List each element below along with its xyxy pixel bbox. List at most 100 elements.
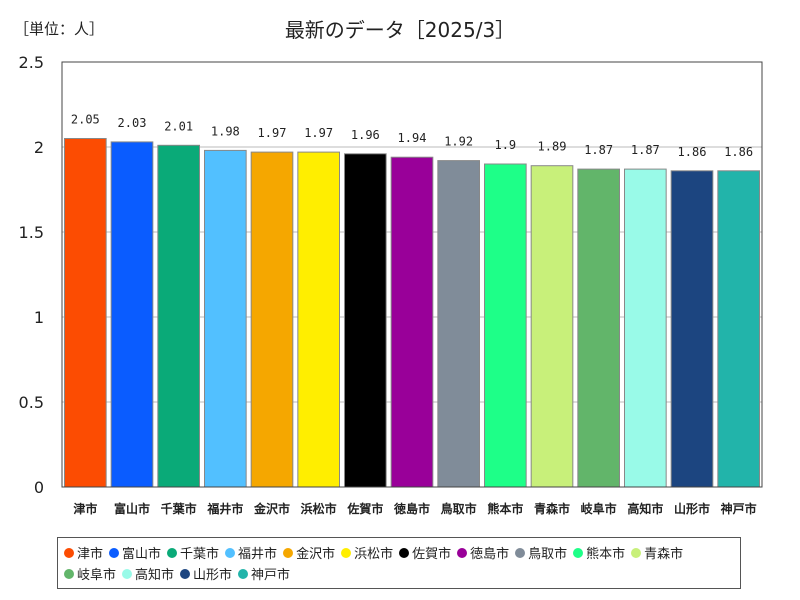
x-axis-labels: 津市 富山市 千葉市 福井市 金沢市 浜松市 佐賀市 徳島市 鳥取市 熊本市 青森市 岐阜市 高知市 山形… — [73, 501, 756, 516]
legend-item: 金沢市 — [283, 542, 335, 563]
data-label: 1.94 — [398, 131, 427, 145]
legend-item: 浜松市 — [341, 542, 393, 563]
legend-swatch — [515, 547, 526, 558]
data-label: 1.89 — [538, 140, 567, 154]
x-tick-label: 岐阜市 — [581, 501, 617, 516]
bar — [344, 153, 387, 488]
legend-swatch — [341, 547, 352, 558]
legend-swatch — [64, 568, 74, 579]
legend-item: 岐阜市 — [64, 563, 116, 584]
bar — [157, 144, 200, 488]
legend-label: 千葉市 — [180, 547, 220, 562]
legend-swatch — [225, 547, 236, 558]
bar — [250, 151, 294, 488]
data-label: 1.98 — [211, 124, 240, 138]
legend-label: 徳島市 — [470, 547, 510, 562]
y-tick-label: 1.5 — [19, 223, 44, 242]
x-tick-label: 千葉市 — [161, 501, 197, 516]
legend-label: 高知市 — [135, 568, 175, 583]
y-tick-label: 0 — [34, 478, 44, 497]
legend-label: 青森市 — [644, 547, 684, 562]
legend-item: 神戸市 — [238, 563, 290, 584]
legend-item: 青森市 — [631, 542, 683, 563]
legend-swatch — [64, 547, 74, 558]
legend-swatch — [399, 547, 410, 558]
bars — [64, 138, 760, 488]
legend-item: 福井市 — [225, 542, 277, 563]
x-tick-label: 富山市 — [114, 501, 150, 516]
plot-frame — [61, 61, 763, 488]
data-label: 1.92 — [444, 135, 473, 149]
data-label: 1.86 — [724, 145, 753, 159]
bar — [577, 168, 620, 488]
bar — [484, 163, 527, 488]
unit-label: ［単位：人］ — [14, 20, 105, 38]
x-tick-label: 青森市 — [534, 501, 570, 516]
legend-label: 鳥取市 — [528, 547, 568, 562]
bar — [437, 160, 481, 488]
x-tick-label: 津市 — [73, 501, 97, 516]
legend-item: 山形市 — [180, 563, 232, 584]
data-label: 1.97 — [304, 126, 333, 140]
legend-label: 岐阜市 — [77, 568, 117, 583]
legend-swatch — [573, 547, 584, 558]
legend-label: 福井市 — [238, 547, 278, 562]
bar — [530, 165, 574, 488]
x-tick-label: 神戸市 — [721, 501, 757, 516]
bar — [204, 149, 247, 488]
legend-swatch — [238, 568, 249, 579]
legend-item: 鳥取市 — [515, 542, 567, 563]
legend-swatch — [167, 547, 178, 558]
legend-item: 徳島市 — [457, 542, 509, 563]
chart-title: 最新のデータ［2025/3］ — [284, 18, 516, 42]
legend-item: 高知市 — [122, 563, 174, 584]
x-tick-label: 佐賀市 — [346, 501, 383, 516]
legend-label: 熊本市 — [586, 547, 626, 562]
data-labels: 2.05 2.03 2.01 1.98 1.97 1.97 1.96 1.94 1.92 1.9 1… — [71, 113, 753, 159]
x-tick-label: 鳥取市 — [441, 501, 477, 516]
bar — [64, 138, 107, 488]
bar — [624, 168, 667, 488]
legend-item: 富山市 — [109, 542, 161, 563]
bar — [390, 156, 434, 488]
legend-swatch — [109, 547, 120, 558]
bar — [297, 151, 341, 488]
data-label: 1.87 — [584, 143, 613, 157]
x-tick-label: 熊本市 — [487, 501, 523, 516]
legend-label: 富山市 — [122, 547, 162, 562]
bar — [717, 170, 760, 488]
legend-label: 浜松市 — [354, 547, 394, 562]
y-axis-ticks: 0 0.5 1 1.5 2 2.5 — [19, 53, 44, 497]
legend-label: 山形市 — [193, 568, 233, 583]
legend-swatch — [457, 547, 468, 558]
y-tick-label: 2.5 — [19, 53, 44, 72]
y-tick-label: 2 — [34, 138, 44, 157]
data-label: 2.01 — [164, 119, 193, 133]
legend-label: 津市 — [77, 547, 104, 562]
data-label: 1.9 — [494, 138, 516, 152]
legend-label: 金沢市 — [296, 547, 336, 562]
bar — [670, 170, 714, 488]
x-tick-label: 浜松市 — [301, 501, 337, 516]
y-tick-label: 0.5 — [19, 393, 44, 412]
legend-swatch — [631, 547, 642, 558]
data-label: 1.97 — [258, 126, 287, 140]
legend-item: 千葉市 — [167, 542, 219, 563]
data-label: 1.86 — [678, 145, 707, 159]
data-label: 1.87 — [631, 143, 660, 157]
x-tick-label: 金沢市 — [253, 501, 290, 516]
legend: 津市 富山市 千葉市 福井市 金沢市 浜松市 佐賀市 徳島市 鳥取市 熊本市 青森市岐阜市 高知市 山形… — [57, 537, 741, 589]
x-tick-label: 福井市 — [206, 501, 243, 516]
y-tick-label: 1 — [34, 308, 44, 327]
data-label: 2.05 — [71, 113, 100, 127]
legend-label: 佐賀市 — [412, 547, 452, 562]
x-tick-label: 徳島市 — [393, 501, 430, 516]
bar-chart: 0 0.5 1 1.5 2 2.5 津市 富山市 千葉市 福井市 金沢市 浜松市 佐賀市 徳島市 鳥取市熊… — [19, 53, 763, 516]
legend-item: 佐賀市 — [399, 542, 451, 563]
legend-swatch — [283, 547, 294, 558]
legend-label: 神戸市 — [251, 568, 291, 583]
data-label: 2.03 — [118, 116, 147, 130]
legend-item: 津市 — [64, 542, 103, 563]
legend-swatch — [122, 568, 133, 579]
x-tick-label: 高知市 — [627, 501, 663, 516]
